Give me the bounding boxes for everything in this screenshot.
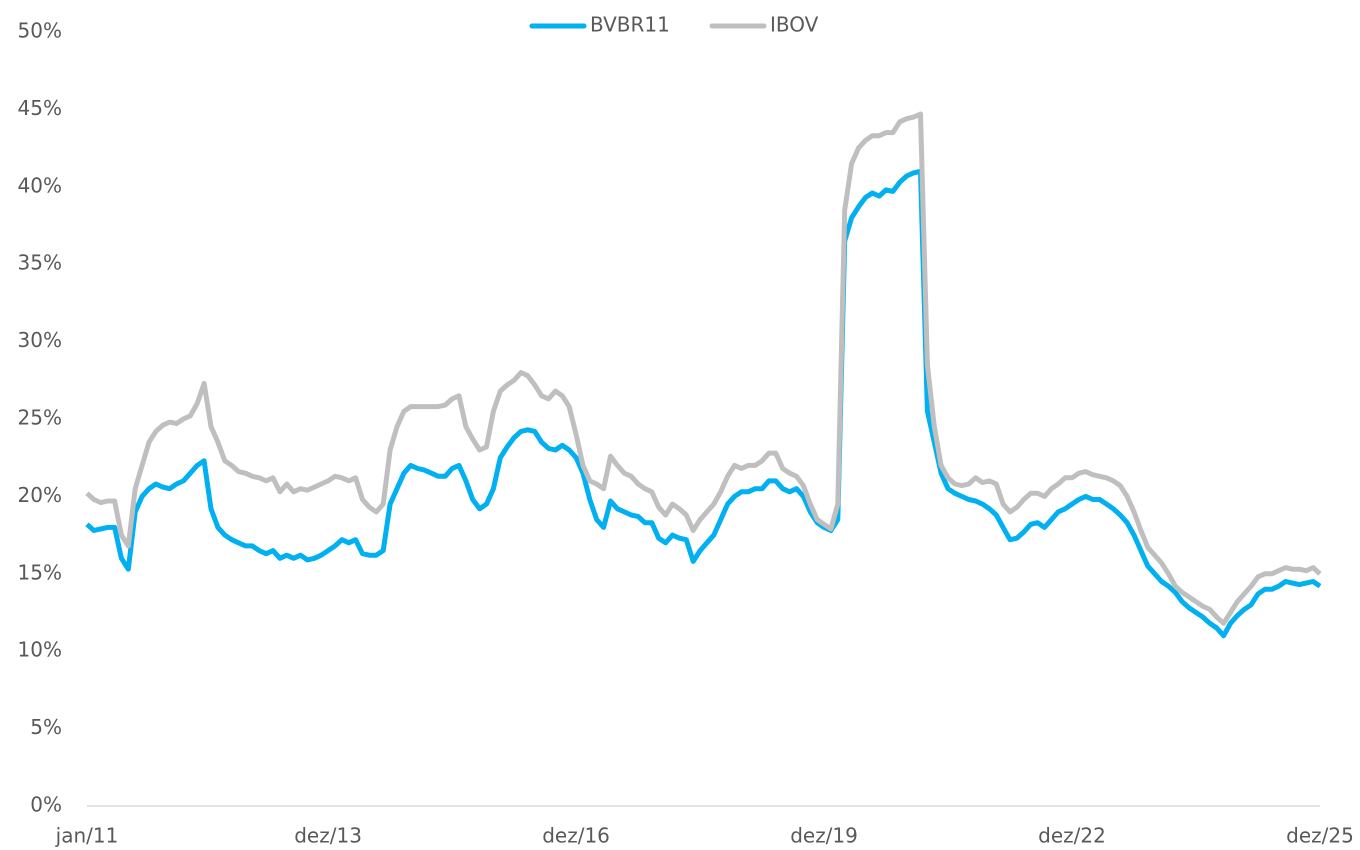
x-tick-label: dez/22 (1038, 824, 1106, 848)
y-tick-label: 25% (18, 406, 62, 430)
y-tick-label: 5% (30, 715, 62, 739)
legend-label: BVBR11 (590, 13, 670, 37)
y-tick-label: 40% (18, 173, 62, 197)
x-tick-label: dez/25 (1286, 824, 1354, 848)
y-tick-label: 45% (18, 96, 62, 120)
y-tick-label: 30% (18, 328, 62, 352)
legend-label: IBOV (770, 13, 819, 37)
y-tick-label: 15% (18, 560, 62, 584)
x-tick-label: dez/13 (294, 824, 362, 848)
y-tick-label: 50% (18, 19, 62, 43)
x-tick-label: jan/11 (55, 824, 119, 848)
y-tick-label: 10% (18, 638, 62, 662)
y-tick-label: 0% (30, 793, 62, 817)
y-tick-label: 20% (18, 483, 62, 507)
x-tick-label: dez/16 (542, 824, 610, 848)
series-line (85, 168, 1322, 639)
series-line (85, 111, 1322, 626)
y-tick-label: 35% (18, 251, 62, 275)
x-tick-label: dez/19 (790, 824, 858, 848)
